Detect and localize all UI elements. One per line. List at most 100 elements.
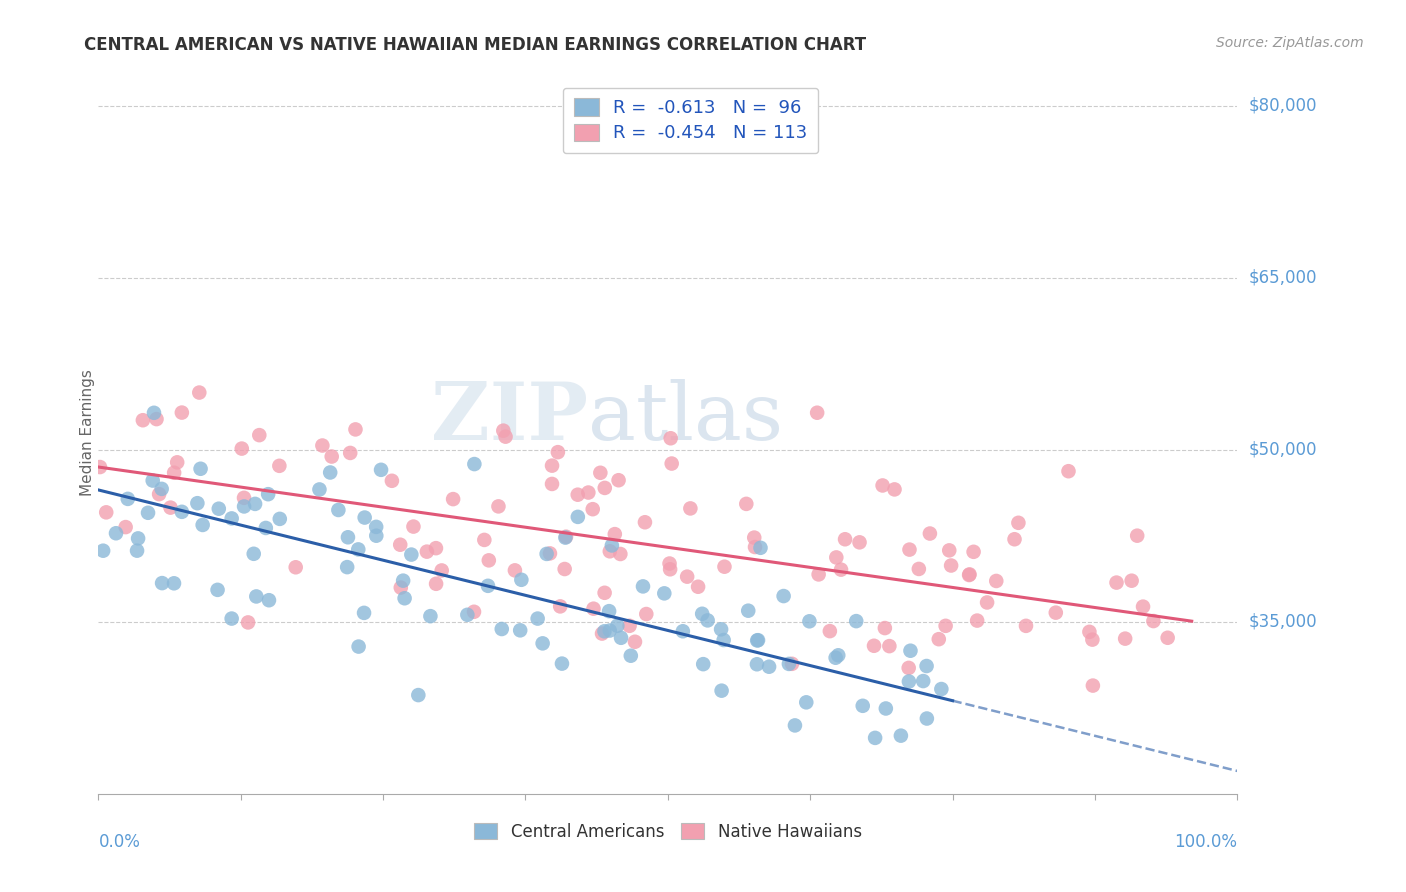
Point — [713, 633, 735, 648]
Point — [875, 701, 897, 715]
Point — [105, 526, 128, 541]
Point — [658, 557, 681, 571]
Point — [962, 545, 984, 559]
Point — [624, 634, 647, 648]
Point — [148, 487, 170, 501]
Point — [900, 644, 922, 658]
Point — [749, 541, 772, 555]
Point — [538, 546, 561, 560]
Point — [96, 505, 118, 519]
Point — [1121, 574, 1143, 588]
Point — [890, 729, 912, 743]
Text: Source: ZipAtlas.com: Source: ZipAtlas.com — [1216, 36, 1364, 50]
Point — [150, 482, 173, 496]
Point — [742, 531, 765, 545]
Point — [389, 581, 412, 595]
Point — [339, 446, 361, 460]
Point — [554, 531, 576, 545]
Point — [136, 506, 159, 520]
Point — [1132, 599, 1154, 614]
Point — [966, 614, 988, 628]
Point — [619, 619, 641, 633]
Point — [1007, 516, 1029, 530]
Point — [163, 576, 186, 591]
Point — [555, 530, 578, 544]
Point — [897, 661, 920, 675]
Point — [863, 639, 886, 653]
Point — [408, 688, 430, 702]
Point — [918, 526, 941, 541]
Point — [142, 474, 165, 488]
Point — [430, 564, 453, 578]
Point — [91, 543, 114, 558]
Point — [463, 605, 485, 619]
Point — [347, 542, 370, 557]
Point — [425, 576, 447, 591]
Point — [254, 521, 277, 535]
Point — [737, 604, 759, 618]
Point — [591, 626, 613, 640]
Point — [127, 532, 149, 546]
Point — [834, 533, 856, 547]
Point — [772, 589, 794, 603]
Point — [554, 562, 576, 576]
Point — [284, 560, 307, 574]
Point — [976, 595, 998, 609]
Point — [631, 579, 654, 593]
Point — [353, 510, 375, 524]
Point — [503, 563, 526, 577]
Point — [600, 538, 623, 552]
Point — [328, 503, 350, 517]
Point — [818, 624, 841, 639]
Point — [593, 481, 616, 495]
Point — [89, 460, 111, 475]
Point — [425, 541, 447, 556]
Point — [319, 466, 342, 480]
Point — [912, 674, 935, 689]
Point — [463, 457, 485, 471]
Point — [959, 567, 981, 582]
Point — [620, 648, 643, 663]
Point — [541, 458, 564, 473]
Point — [848, 535, 870, 549]
Text: $50,000: $50,000 — [1249, 441, 1317, 458]
Point — [806, 406, 828, 420]
Point — [416, 544, 439, 558]
Point — [477, 579, 499, 593]
Point — [394, 591, 416, 606]
Point — [576, 485, 599, 500]
Point — [593, 624, 616, 639]
Point — [799, 615, 821, 629]
Point — [898, 542, 921, 557]
Point — [402, 519, 425, 533]
Point — [710, 622, 733, 636]
Point — [827, 648, 849, 663]
Point — [509, 624, 531, 638]
Point — [492, 424, 515, 438]
Point — [939, 558, 962, 573]
Point — [599, 544, 621, 558]
Point — [381, 474, 404, 488]
Point — [441, 492, 464, 507]
Point — [336, 560, 359, 574]
Point — [166, 455, 188, 469]
Point — [236, 615, 259, 630]
Point — [336, 530, 359, 544]
Point — [825, 550, 848, 565]
Point — [603, 527, 626, 541]
Point — [696, 613, 718, 627]
Point — [672, 624, 695, 639]
Point — [852, 698, 875, 713]
Point — [510, 573, 533, 587]
Point — [114, 520, 136, 534]
Point — [744, 540, 766, 554]
Point — [526, 611, 548, 625]
Point — [419, 609, 441, 624]
Text: 0.0%: 0.0% — [98, 833, 141, 851]
Point — [1045, 606, 1067, 620]
Point — [547, 445, 569, 459]
Point — [353, 606, 375, 620]
Point — [245, 590, 267, 604]
Point — [778, 657, 800, 671]
Point — [845, 614, 868, 628]
